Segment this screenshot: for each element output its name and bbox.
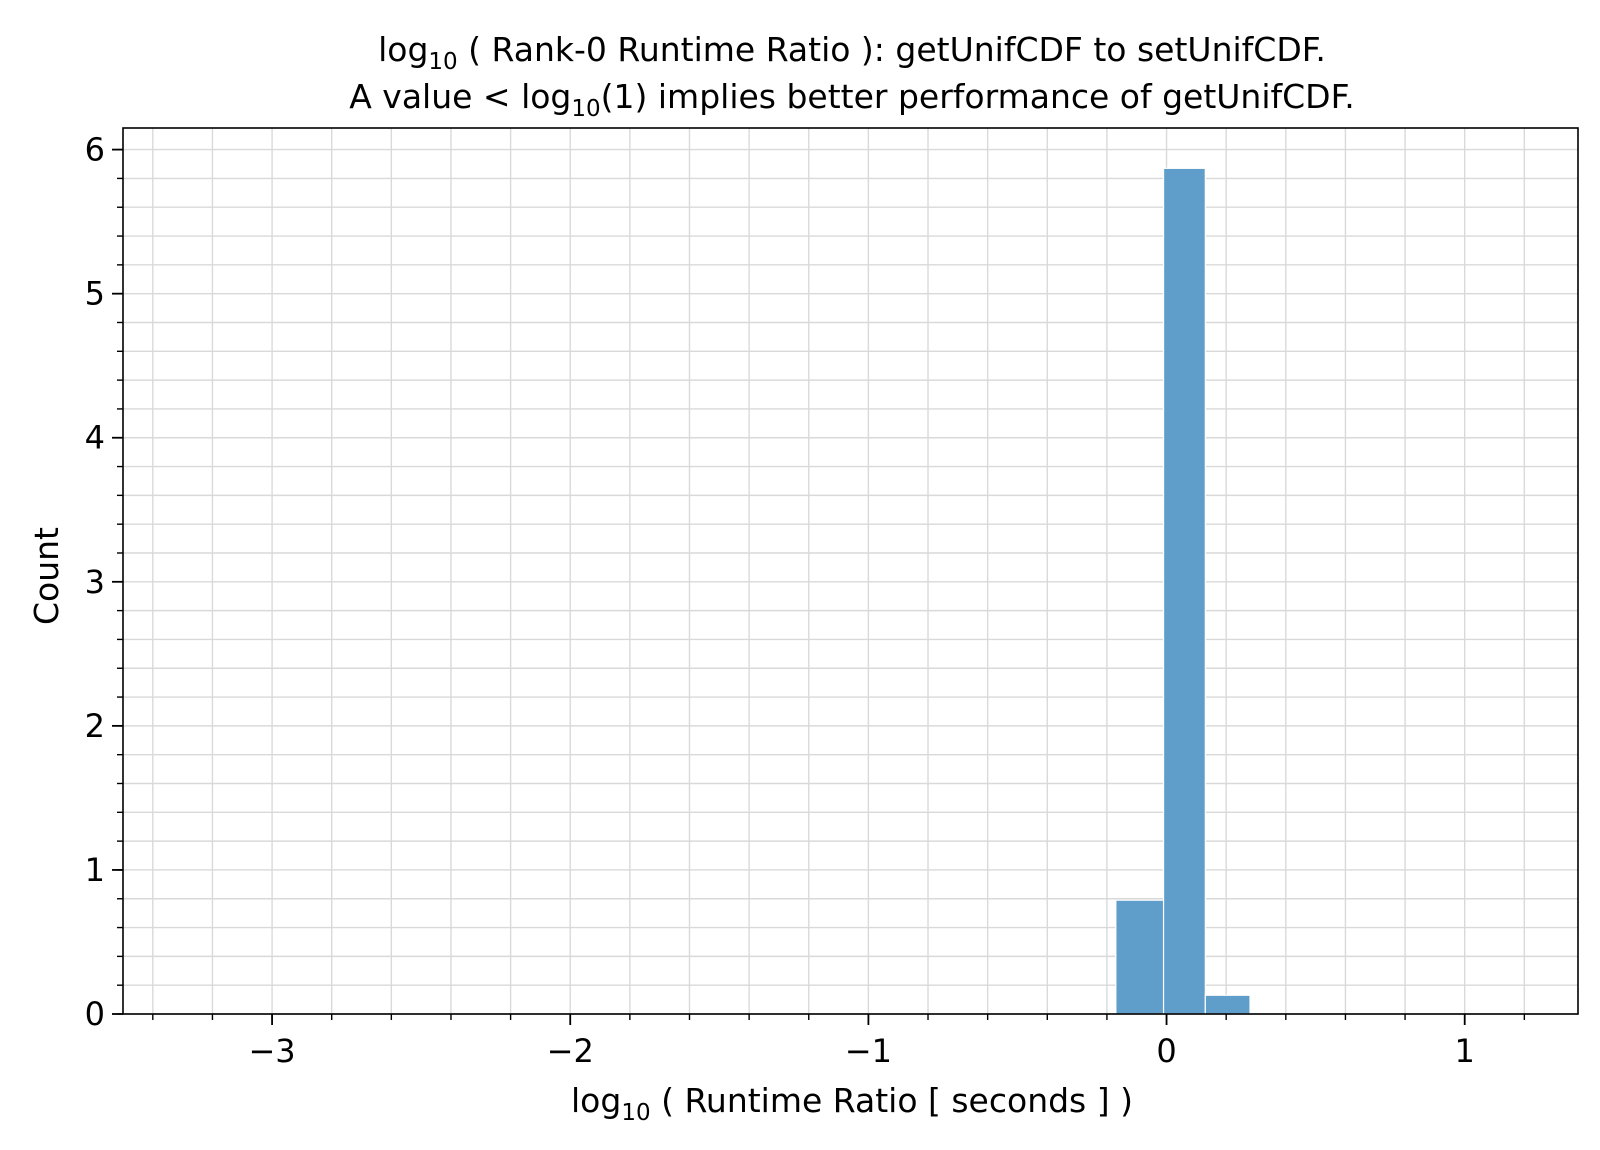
histogram-bar <box>1162 167 1206 1015</box>
x-tick-label: 0 <box>1156 1032 1176 1070</box>
chart-title-line-1: log10 ( Rank-0 Runtime Ratio ): getUnifC… <box>378 30 1326 75</box>
y-axis-label: Count <box>27 527 66 625</box>
axis-ticks: −3 −2 −1 0 1 0 1 2 3 4 5 6 <box>85 131 1526 1070</box>
y-tick-label: 6 <box>85 131 105 169</box>
x-tick-label: −3 <box>248 1032 295 1070</box>
plot-frame <box>122 127 1579 1015</box>
chart-title-line-2: A value < log10(1) implies better perfor… <box>349 77 1355 122</box>
histogram-bars <box>1115 167 1251 1015</box>
x-tick-label: −1 <box>845 1032 892 1070</box>
histogram-bar <box>1204 994 1251 1015</box>
x-tick-label: −2 <box>547 1032 594 1070</box>
y-tick-label: 0 <box>85 995 105 1033</box>
y-tick-label: 5 <box>85 275 105 313</box>
y-tick-label: 3 <box>85 563 105 601</box>
grid-lines <box>123 128 1578 1015</box>
y-tick-label: 4 <box>85 419 105 457</box>
x-tick-label: 1 <box>1455 1032 1475 1070</box>
x-axis-label: log10 ( Runtime Ratio [ seconds ] ) <box>571 1081 1133 1126</box>
histogram-bar <box>1115 899 1165 1015</box>
y-tick-label: 2 <box>85 707 105 745</box>
y-tick-label: 1 <box>85 851 105 889</box>
